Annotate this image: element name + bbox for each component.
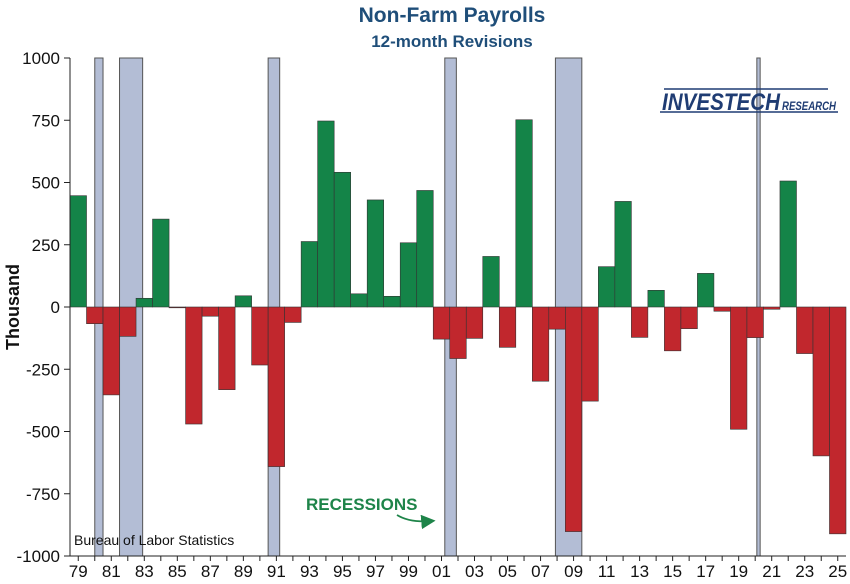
- bar-2014: [647, 290, 665, 308]
- x-tick-label: 85: [168, 562, 187, 581]
- bar-1983: [135, 297, 153, 308]
- bar-2010: [581, 306, 599, 402]
- bar-1982: [119, 306, 137, 337]
- bar-series: [69, 119, 847, 535]
- bar-2007: [531, 306, 550, 382]
- bar-2004: [482, 256, 500, 308]
- x-tick-label: 79: [69, 562, 88, 581]
- bar-1986: [185, 306, 203, 425]
- bar-2002: [449, 306, 467, 359]
- bar-2003: [465, 306, 484, 339]
- logo-main-text: INVESTECH: [662, 89, 781, 116]
- bar-1993: [300, 241, 318, 308]
- bar-2006: [515, 119, 533, 308]
- bar-2011: [598, 266, 616, 308]
- source-note: Bureau of Labor Statistics: [74, 532, 234, 548]
- logo-sub-text: RESEARCH: [782, 99, 836, 113]
- bar-1998: [383, 295, 401, 308]
- y-tick-label: 750: [32, 111, 60, 130]
- y-tick-label: -250: [26, 360, 60, 379]
- x-tick-label: 81: [102, 562, 121, 581]
- bar-2019: [730, 306, 748, 430]
- bar-2017: [697, 273, 715, 308]
- bar-2020: [746, 306, 764, 338]
- x-tick-label: 83: [135, 562, 154, 581]
- bar-2021: [763, 306, 781, 310]
- x-tick-label: 03: [465, 562, 484, 581]
- recessions-arrow: [396, 514, 436, 530]
- x-tick-label: 07: [531, 562, 550, 581]
- bar-1997: [366, 199, 385, 308]
- bar-2001: [432, 306, 451, 340]
- bar-1992: [284, 306, 302, 323]
- bar-2008: [548, 306, 566, 330]
- bar-2009: [565, 306, 583, 532]
- bar-2018: [713, 306, 731, 312]
- x-tick-label: 99: [399, 562, 418, 581]
- y-axis-ticks: 1000 750 500 250 0 -250 -500 -750 -1000: [17, 49, 70, 566]
- x-tick-label: 01: [432, 562, 451, 581]
- y-tick-label: -500: [26, 423, 60, 442]
- x-tick-label: 15: [663, 562, 682, 581]
- bar-1979: [69, 195, 87, 308]
- bar-2022: [779, 180, 797, 308]
- bar-1980: [86, 306, 104, 324]
- bar-1989: [234, 295, 252, 308]
- x-tick-label: 19: [729, 562, 748, 581]
- bar-1981: [102, 306, 120, 396]
- x-tick-label: 09: [564, 562, 583, 581]
- y-tick-label: 250: [32, 236, 60, 255]
- bar-1990: [251, 306, 269, 366]
- bar-2025: [829, 306, 847, 535]
- x-axis-ticks: 79 81 83 85 87 89 91 93 95 97 99 01 03 05 07 09 11 13 15 17…: [69, 556, 847, 581]
- bar-1987: [201, 306, 219, 317]
- investech-logo: INVESTECH RESEARCH: [660, 88, 838, 116]
- bar-2016: [680, 306, 698, 329]
- bar-1994: [317, 120, 335, 308]
- x-tick-label: 05: [498, 562, 517, 581]
- y-tick-label: 1000: [22, 49, 60, 68]
- bar-1996: [350, 293, 368, 308]
- bar-2015: [664, 306, 682, 352]
- x-tick-label: 11: [598, 562, 616, 581]
- x-tick-label: 13: [630, 562, 649, 581]
- bar-1999: [399, 242, 418, 308]
- x-tick-label: 23: [795, 562, 814, 581]
- bar-1991: [267, 306, 285, 467]
- x-tick-label: 91: [267, 562, 286, 581]
- x-tick-label: 21: [762, 562, 781, 581]
- bar-1988: [218, 306, 236, 390]
- y-tick-label: -750: [26, 485, 60, 504]
- chart-title: Non-Farm Payrolls: [359, 4, 546, 27]
- y-tick-label: -1000: [17, 547, 60, 566]
- bar-2013: [631, 306, 649, 338]
- bar-2024: [812, 306, 830, 457]
- x-tick-label: 89: [234, 562, 253, 581]
- x-tick-label: 25: [828, 562, 847, 581]
- y-axis-label: Thousand: [3, 264, 23, 350]
- chart-subtitle: 12-month Revisions: [371, 32, 533, 51]
- x-tick-label: 97: [366, 562, 385, 581]
- y-tick-label: 0: [51, 298, 60, 317]
- bar-2023: [796, 306, 814, 354]
- bar-2005: [498, 306, 517, 348]
- bar-1985: [168, 306, 186, 309]
- x-tick-label: 17: [696, 562, 715, 581]
- bar-1995: [333, 171, 351, 308]
- x-tick-label: 95: [333, 562, 352, 581]
- x-tick-label: 93: [300, 562, 319, 581]
- bar-2012: [614, 201, 632, 308]
- recessions-annotation: RECESSIONS: [306, 495, 417, 514]
- x-tick-label: 87: [201, 562, 220, 581]
- bar-1984: [152, 218, 170, 308]
- y-tick-label: 500: [32, 174, 60, 193]
- bar-2000: [416, 190, 434, 308]
